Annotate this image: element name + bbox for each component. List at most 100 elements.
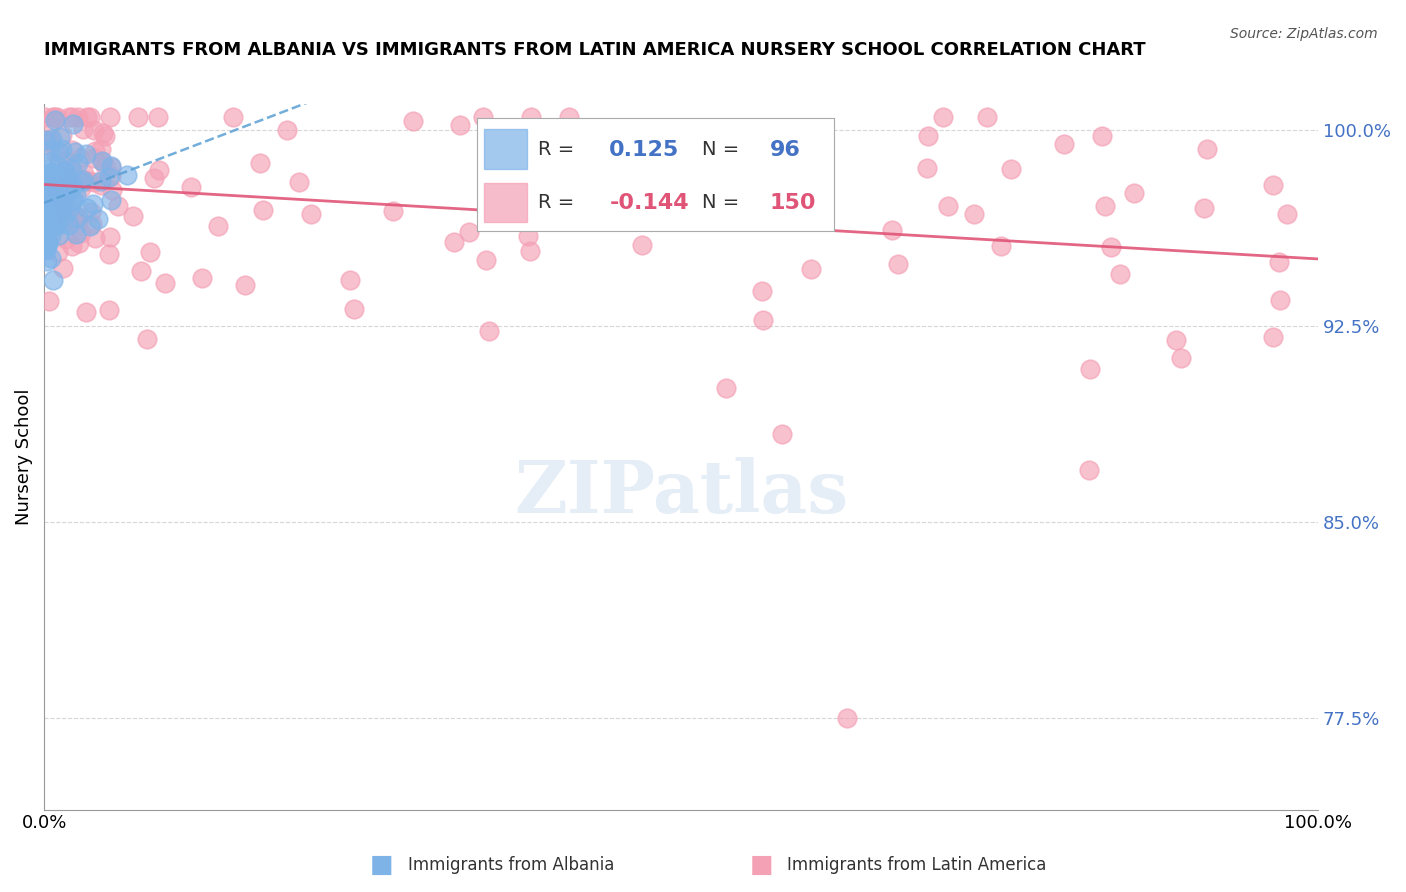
- Point: [287, 175, 309, 189]
- Point: [1109, 267, 1132, 281]
- Point: [37, 235, 59, 250]
- Point: [44, 212, 66, 227]
- Point: [1122, 186, 1144, 200]
- Point: [72, 173, 94, 187]
- Point: [299, 207, 322, 221]
- Point: [60, 178, 83, 192]
- Point: [69, 151, 91, 165]
- Point: [53, 178, 76, 192]
- Point: [39, 136, 62, 151]
- Point: [34, 181, 56, 195]
- Point: [35, 161, 58, 176]
- Point: [498, 208, 520, 222]
- Point: [62, 110, 84, 124]
- Point: [976, 110, 998, 124]
- Point: [77, 174, 100, 188]
- Point: [91, 153, 114, 168]
- Point: [51, 199, 73, 213]
- Point: [38, 179, 60, 194]
- Point: [127, 110, 149, 124]
- Point: [35, 185, 58, 199]
- Point: [443, 235, 465, 250]
- Point: [519, 244, 541, 259]
- Point: [45, 215, 67, 229]
- Point: [39, 165, 62, 179]
- Point: [835, 711, 858, 725]
- Point: [87, 211, 110, 226]
- Point: [51, 128, 73, 142]
- Point: [34, 226, 56, 240]
- Point: [56, 174, 79, 188]
- Point: [1195, 142, 1218, 156]
- Point: [58, 184, 80, 198]
- Point: [60, 178, 83, 193]
- Point: [38, 120, 60, 134]
- Point: [148, 110, 170, 124]
- Point: [84, 144, 107, 158]
- Point: [139, 245, 162, 260]
- Point: [91, 126, 114, 140]
- Point: [82, 218, 104, 232]
- Point: [34, 194, 56, 208]
- Point: [34, 178, 56, 192]
- Point: [46, 245, 69, 260]
- Point: [932, 110, 955, 124]
- Point: [222, 110, 245, 124]
- Point: [97, 303, 120, 318]
- Text: ■: ■: [370, 854, 394, 877]
- Point: [808, 164, 831, 178]
- Point: [72, 122, 94, 136]
- Point: [235, 278, 257, 293]
- Point: [38, 155, 60, 169]
- Point: [90, 174, 112, 188]
- Point: [34, 133, 56, 147]
- Point: [1268, 254, 1291, 268]
- Point: [46, 202, 69, 217]
- Point: [56, 203, 79, 218]
- Point: [35, 237, 58, 252]
- Point: [557, 110, 579, 124]
- Point: [1275, 207, 1298, 221]
- Point: [65, 227, 87, 241]
- Point: [90, 153, 112, 168]
- Point: [83, 175, 105, 189]
- Point: [765, 131, 787, 145]
- Point: [143, 170, 166, 185]
- Point: [1170, 351, 1192, 365]
- Point: [339, 273, 361, 287]
- Point: [39, 188, 62, 202]
- Point: [32, 231, 55, 245]
- Point: [1094, 199, 1116, 213]
- Point: [84, 231, 107, 245]
- Point: [41, 132, 63, 146]
- Point: [60, 161, 83, 175]
- Point: [66, 210, 89, 224]
- Point: [52, 261, 75, 276]
- Point: [252, 202, 274, 217]
- Point: [59, 202, 82, 217]
- Point: [52, 211, 75, 225]
- Point: [76, 110, 98, 124]
- Point: [402, 113, 425, 128]
- Point: [180, 180, 202, 194]
- Text: Source: ZipAtlas.com: Source: ZipAtlas.com: [1230, 27, 1378, 41]
- Point: [704, 186, 727, 201]
- Point: [41, 201, 63, 215]
- Point: [1053, 136, 1076, 151]
- Point: [60, 170, 83, 185]
- Point: [67, 156, 90, 170]
- Point: [568, 159, 591, 173]
- Point: [41, 170, 63, 185]
- Point: [39, 228, 62, 243]
- Point: [76, 201, 98, 215]
- Point: [56, 211, 79, 225]
- Point: [478, 324, 501, 338]
- Point: [48, 227, 70, 242]
- Point: [1268, 293, 1291, 307]
- Point: [98, 247, 121, 261]
- Point: [75, 147, 97, 161]
- Point: [782, 161, 804, 175]
- Point: [382, 203, 405, 218]
- Point: [58, 110, 80, 124]
- Point: [37, 229, 59, 244]
